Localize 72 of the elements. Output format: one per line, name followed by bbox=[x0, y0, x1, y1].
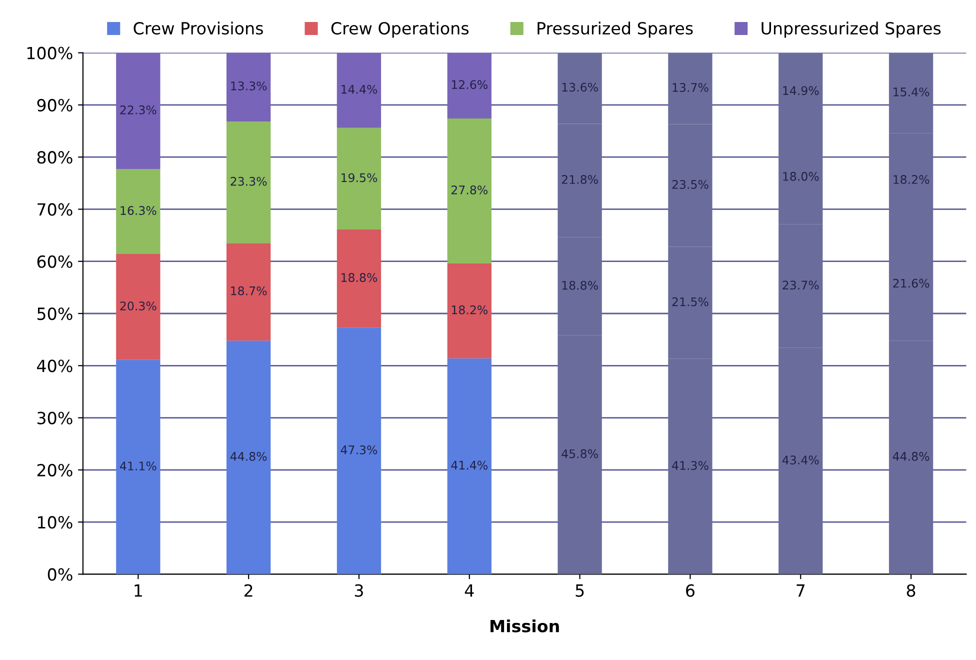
data-label: 22.3% bbox=[120, 105, 156, 114]
x-tick-label: 5 bbox=[576, 584, 584, 597]
bar bbox=[226, 340, 271, 574]
bar bbox=[336, 328, 382, 574]
bar bbox=[226, 52, 271, 122]
y-tick-label: 30% bbox=[37, 412, 72, 424]
data-label: 13.7% bbox=[672, 83, 708, 92]
data-label: 18.7% bbox=[231, 286, 267, 296]
y-tick-label: 20% bbox=[37, 464, 72, 476]
data-label: 27.8% bbox=[452, 185, 488, 194]
x-tick-label: 7 bbox=[796, 584, 805, 597]
y-tick-label: 100% bbox=[27, 46, 72, 60]
y-tick-label: 80% bbox=[37, 151, 72, 164]
x-tick-label: 6 bbox=[686, 584, 694, 597]
bar bbox=[447, 52, 492, 118]
data-label: 44.8% bbox=[892, 452, 930, 461]
bar bbox=[447, 118, 492, 264]
data-label: 18.8% bbox=[562, 280, 598, 290]
x-axis-title: Mission bbox=[490, 619, 559, 632]
bar bbox=[336, 230, 382, 328]
data-label: 13.6% bbox=[562, 82, 598, 92]
bar bbox=[226, 243, 271, 341]
data-label: 41.3% bbox=[672, 461, 708, 470]
bar bbox=[116, 52, 160, 170]
data-label: 14.9% bbox=[783, 86, 819, 96]
data-label: 19.5% bbox=[342, 173, 378, 182]
data-label: 13.3% bbox=[231, 81, 267, 90]
legend-label: Crew Operations bbox=[331, 22, 469, 38]
y-tick-label: 10% bbox=[38, 516, 72, 529]
data-label: 18.2% bbox=[452, 305, 488, 314]
data-label: 23.7% bbox=[782, 280, 819, 290]
data-label: 18.0% bbox=[783, 172, 819, 181]
data-label: 45.8% bbox=[562, 449, 598, 458]
data-label: 21.6% bbox=[893, 278, 930, 288]
bar bbox=[336, 52, 382, 128]
data-label: 41.1% bbox=[120, 462, 156, 470]
x-tick-label: 3 bbox=[354, 584, 363, 597]
legend-label: Unpressurized Spares bbox=[762, 22, 941, 38]
data-label: 23.5% bbox=[672, 180, 708, 189]
bar bbox=[447, 358, 492, 574]
bar bbox=[447, 263, 492, 358]
legend-label: Crew Provisions bbox=[134, 22, 263, 35]
bar bbox=[226, 122, 271, 244]
data-label: 18.2% bbox=[894, 175, 930, 184]
data-label: 47.3% bbox=[340, 445, 378, 454]
data-label: 44.8% bbox=[230, 452, 267, 461]
x-tick-label: 4 bbox=[464, 584, 474, 597]
data-label: 18.8% bbox=[342, 273, 378, 282]
bar bbox=[336, 128, 382, 230]
y-tick-label: 40% bbox=[37, 360, 72, 372]
x-tick-label: 8 bbox=[906, 584, 916, 597]
data-label: 41.4% bbox=[451, 460, 488, 470]
y-tick-label: 0% bbox=[48, 568, 72, 581]
x-tick-label: 1 bbox=[134, 584, 142, 597]
data-label: 14.4% bbox=[342, 84, 378, 94]
bar bbox=[116, 169, 160, 254]
data-label: 43.4% bbox=[782, 456, 819, 464]
y-tick-label: 90% bbox=[37, 98, 72, 112]
data-label: 15.4% bbox=[894, 87, 930, 96]
y-tick-label: 70% bbox=[38, 203, 72, 216]
data-label: 23.3% bbox=[230, 176, 267, 186]
data-label: 12.6% bbox=[452, 80, 488, 90]
data-label: 21.8% bbox=[562, 175, 598, 184]
legend-label: Pressurized Spares bbox=[538, 22, 693, 38]
y-tick-label: 50% bbox=[37, 307, 72, 320]
y-tick-label: 60% bbox=[37, 255, 72, 268]
x-tick-label: 2 bbox=[244, 584, 252, 597]
data-label: 20.3% bbox=[120, 301, 156, 310]
bar bbox=[116, 360, 160, 574]
data-label: 16.3% bbox=[120, 206, 156, 215]
data-label: 21.5% bbox=[672, 297, 708, 306]
bar bbox=[116, 254, 160, 360]
